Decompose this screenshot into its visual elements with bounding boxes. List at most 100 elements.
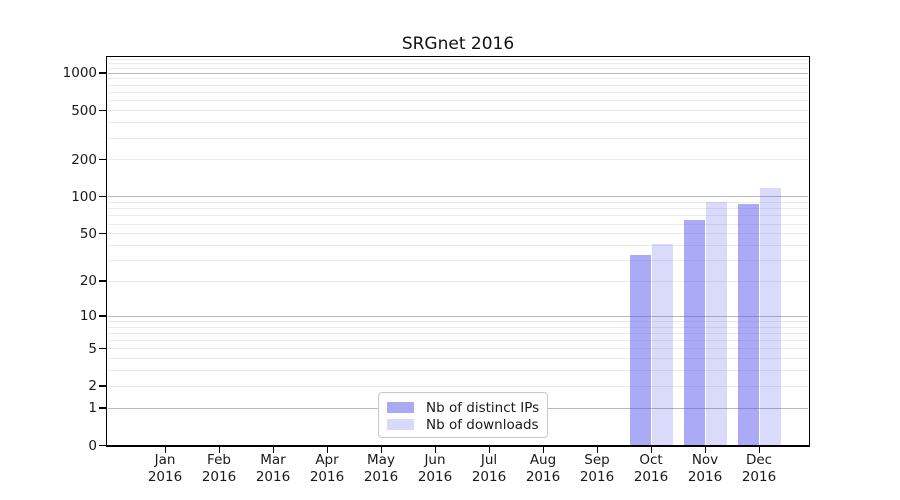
gridline-minor (108, 326, 808, 328)
legend-entry: Nb of distinct IPs (387, 399, 539, 416)
x-tick-year: 2016 (309, 468, 345, 485)
x-tick-mark (704, 447, 706, 453)
x-tick-mark (380, 447, 382, 453)
y-axis-tick-label: 10 (79, 308, 97, 325)
x-tick-year: 2016 (417, 468, 453, 485)
gridline-minor (108, 159, 808, 161)
bar-downloads (759, 187, 781, 445)
x-axis-tick-label: Feb 2016 (189, 452, 249, 485)
x-tick-year: 2016 (741, 468, 777, 485)
x-tick-year: 2016 (471, 468, 507, 485)
x-axis-tick-label: Sep 2016 (567, 452, 627, 485)
gridline-minor (108, 122, 808, 124)
x-axis-tick-label: Nov 2016 (675, 452, 735, 485)
y-tick-mark (99, 385, 106, 387)
x-tick-mark (650, 447, 652, 453)
x-tick-year: 2016 (633, 468, 669, 485)
y-tick-mark (99, 407, 106, 409)
gridline-minor (108, 233, 808, 235)
y-axis-tick-label: 5 (88, 340, 97, 357)
x-axis-tick-label: Oct 2016 (621, 452, 681, 485)
x-tick-mark (542, 447, 544, 453)
bar-distinct-ips (629, 254, 651, 445)
legend-entry: Nb of downloads (387, 416, 539, 433)
chart-title: SRGnet 2016 (401, 34, 515, 54)
y-tick-mark (99, 232, 106, 235)
gridline-minor (108, 84, 808, 86)
y-tick-mark (99, 109, 106, 112)
legend-swatch (387, 419, 414, 430)
y-tick-mark (99, 195, 106, 198)
x-axis-tick-label: Jan 2016 (135, 452, 195, 485)
gridline-minor (108, 62, 808, 64)
y-tick-mark (99, 315, 106, 317)
gridline-minor (108, 320, 808, 322)
gridline-minor (108, 67, 808, 69)
gridline-minor (108, 244, 808, 246)
bar-downloads (651, 243, 673, 445)
x-axis-tick-label: Apr 2016 (297, 452, 357, 485)
x-tick-year: 2016 (147, 468, 183, 485)
x-tick-month: Feb (207, 452, 231, 468)
y-axis-tick-label: 100 (71, 188, 97, 205)
y-tick-mark (99, 158, 106, 161)
x-tick-month: Aug (529, 452, 557, 468)
legend-label: Nb of downloads (426, 416, 539, 433)
x-tick-year: 2016 (363, 468, 399, 485)
y-axis-tick-label: 200 (71, 151, 97, 168)
gridline-major (108, 315, 808, 317)
bar-distinct-ips (737, 203, 759, 445)
gridline-minor (108, 78, 808, 80)
x-axis-tick-label: Aug 2016 (513, 452, 573, 485)
x-tick-mark (488, 447, 490, 453)
gridline-minor (108, 91, 808, 93)
bar-downloads (705, 201, 727, 445)
y-axis-tick-label: 0 (88, 437, 97, 454)
x-tick-month: Oct (639, 452, 663, 468)
gridline-minor (108, 137, 808, 139)
x-tick-mark (758, 447, 760, 453)
gridline-minor (108, 370, 808, 372)
y-tick-mark (99, 280, 106, 282)
gridline-minor (108, 201, 808, 203)
gridline-minor (108, 332, 808, 334)
x-tick-mark (326, 447, 328, 453)
x-axis-tick-label: Mar 2016 (243, 452, 303, 485)
legend-label: Nb of distinct IPs (426, 399, 540, 416)
legend: Nb of distinct IPs Nb of downloads (378, 392, 548, 438)
x-tick-month: Jun (424, 452, 446, 468)
x-tick-month: Jul (480, 452, 498, 468)
x-axis-tick-label: Jun 2016 (405, 452, 465, 485)
x-tick-mark (164, 447, 166, 453)
gridline-major (108, 72, 808, 74)
x-tick-month: May (367, 452, 395, 468)
y-axis-tick-label: 500 (71, 102, 97, 119)
gridline-minor (108, 280, 808, 282)
bar-distinct-ips (683, 220, 705, 445)
gridline-minor (108, 385, 808, 387)
x-axis-tick-label: Dec 2016 (729, 452, 789, 485)
x-tick-mark (218, 447, 220, 453)
gridline-minor (108, 208, 808, 210)
x-tick-month: Dec (745, 452, 773, 468)
x-tick-mark (272, 447, 274, 453)
x-tick-year: 2016 (525, 468, 561, 485)
gridline-minor (108, 358, 808, 360)
x-tick-year: 2016 (579, 468, 615, 485)
y-axis-tick-label: 20 (79, 273, 97, 290)
gridline-minor (108, 110, 808, 112)
y-axis-tick-label: 2 (88, 378, 97, 395)
x-tick-month: Sep (584, 452, 610, 468)
x-tick-month: Nov (691, 452, 719, 468)
y-axis-tick-label: 1 (88, 400, 97, 417)
x-axis-tick-label: May 2016 (351, 452, 411, 485)
gridline-minor (108, 259, 808, 261)
gridline-minor (108, 340, 808, 342)
x-tick-mark (596, 447, 598, 453)
gridline-major (108, 196, 808, 198)
gridline-minor (108, 100, 808, 102)
x-tick-month: Apr (315, 452, 339, 468)
y-axis-tick-label: 50 (79, 225, 97, 242)
